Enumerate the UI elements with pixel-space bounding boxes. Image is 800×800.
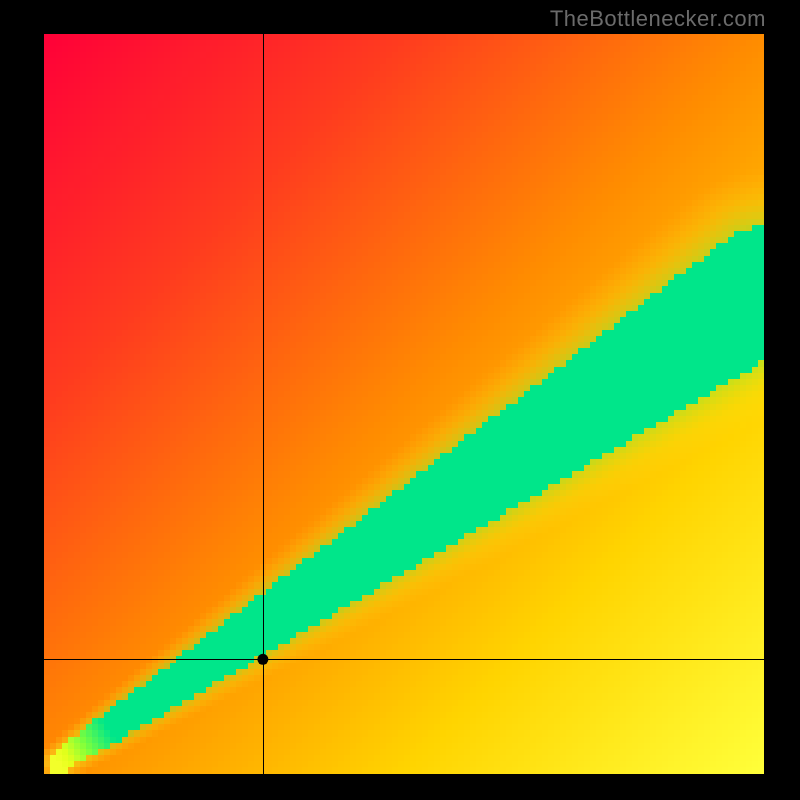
bottleneck-heatmap (44, 34, 764, 774)
chart-container: TheBottlenecker.com (0, 0, 800, 800)
watermark-text: TheBottlenecker.com (550, 6, 766, 32)
